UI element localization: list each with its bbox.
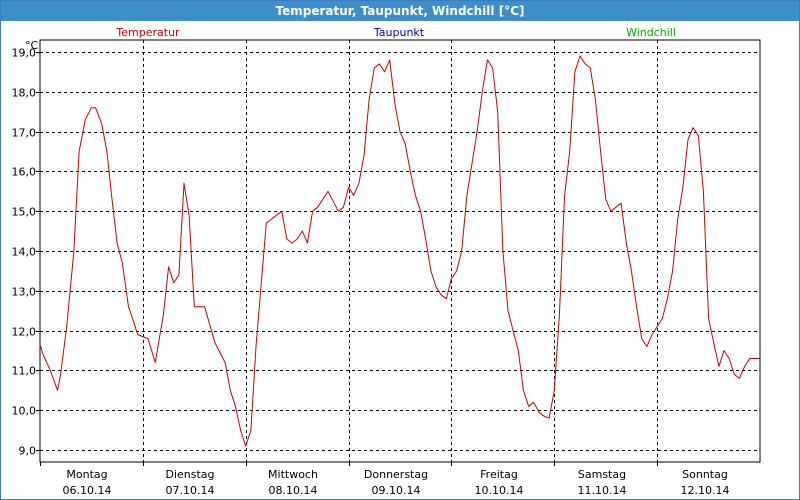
- legend-windchill: Windchill: [626, 26, 676, 39]
- y-tick-label: 18,0: [12, 87, 37, 100]
- x-tick-date-label: 09.10.14: [372, 484, 421, 497]
- y-tick-label: 16,0: [12, 166, 37, 179]
- chart-title: Temperatur, Taupunkt, Windchill [°C]: [1, 1, 799, 21]
- x-tick-date-label: 07.10.14: [166, 484, 215, 497]
- x-tick-day-label: Samstag: [578, 468, 626, 481]
- legend-taupunkt: Taupunkt: [373, 26, 425, 39]
- y-tick-label: 19,0: [12, 47, 37, 60]
- grid: [40, 40, 760, 462]
- x-tick-date-label: 08.10.14: [269, 484, 318, 497]
- x-tick-day-label: Sonntag: [682, 468, 728, 481]
- y-tick-label: 15,0: [12, 206, 37, 219]
- axes: [36, 39, 761, 466]
- x-tick-date-label: 06.10.14: [63, 484, 112, 497]
- y-tick-label: 12,0: [12, 326, 37, 339]
- x-tick-day-label: Donnerstag: [364, 468, 428, 481]
- series-line-temperatur: [39, 55, 760, 447]
- series-lines: [39, 55, 760, 447]
- x-tick-day-label: Freitag: [480, 468, 518, 481]
- y-tick-label: 9,0: [19, 445, 37, 458]
- x-tick-day-label: Dienstag: [165, 468, 214, 481]
- y-tick-label: 11,0: [12, 365, 37, 378]
- x-tick-date-label: 11.10.14: [578, 484, 627, 497]
- x-tick-day-label: Mittwoch: [268, 468, 318, 481]
- x-tick-date-label: 10.10.14: [475, 484, 524, 497]
- y-tick-label: 10,0: [12, 405, 37, 418]
- x-tick-date-label: 12.10.14: [681, 484, 730, 497]
- y-tick-label: 13,0: [12, 286, 37, 299]
- y-tick-label: 14,0: [12, 246, 37, 259]
- y-tick-label: 17,0: [12, 127, 37, 140]
- x-tick-day-label: Montag: [66, 468, 107, 481]
- tick-labels: 19,0 18,0 17,0 16,0 15,0 14,0 13,0 12,0 11,0 10,0…: [12, 47, 730, 498]
- y-unit-label: °C: [25, 39, 39, 52]
- legend-temperatur: Temperatur: [115, 26, 180, 39]
